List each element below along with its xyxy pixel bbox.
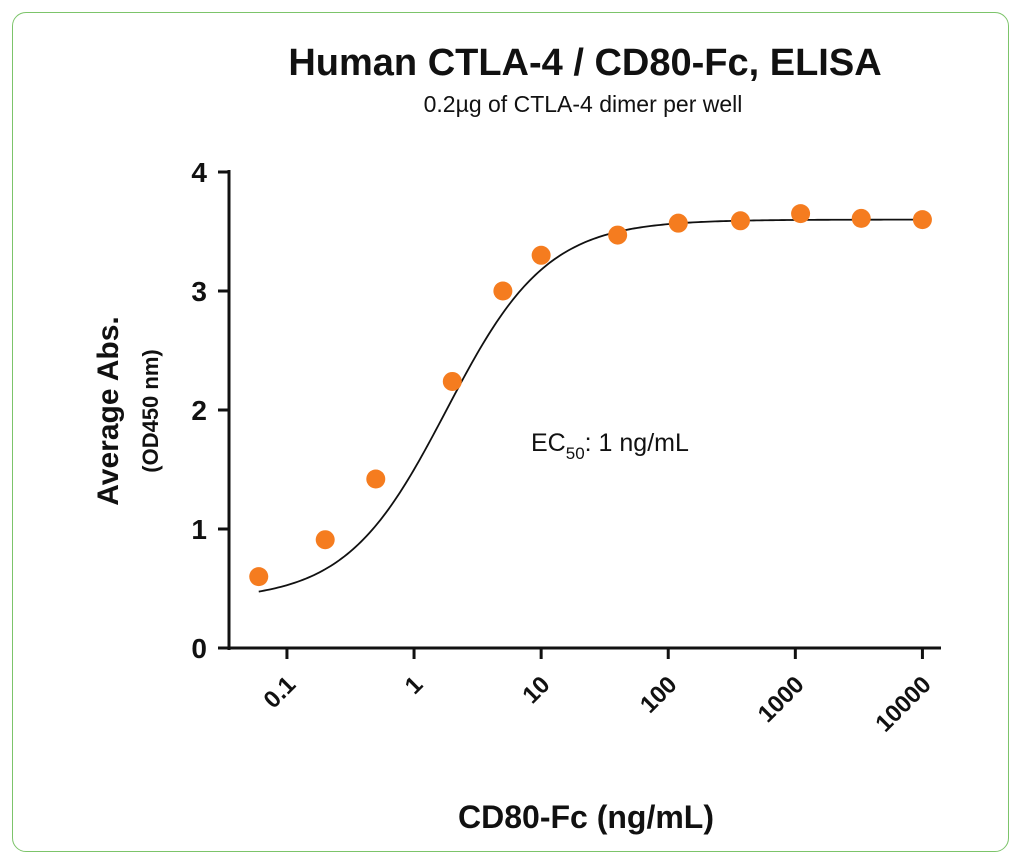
ec50-annotation-rest: : 1 ng/mL: [585, 429, 689, 457]
x-tick-label: 1: [400, 671, 429, 700]
y-tick-label: 0: [191, 633, 207, 664]
data-points: [249, 204, 932, 587]
data-point: [315, 530, 335, 550]
data-point: [668, 213, 688, 233]
ec50-annotation-sub: 50: [566, 444, 585, 463]
data-point: [730, 211, 750, 231]
x-tick-label: 0.1: [258, 671, 301, 714]
data-point: [531, 245, 551, 265]
data-point: [442, 371, 462, 391]
fit-curve: [258, 218, 923, 593]
x-tick-label: 100: [635, 671, 682, 718]
data-point: [851, 208, 871, 228]
chart-frame: [12, 12, 1009, 852]
chart-subtitle: 0.2µg of CTLA-4 dimer per well: [424, 91, 743, 117]
data-point: [608, 225, 628, 245]
data-point: [791, 204, 811, 224]
data-point: [912, 210, 932, 230]
y-axis-sublabel: (OD450 nm): [138, 349, 163, 472]
y-tick-label: 1: [191, 514, 207, 545]
data-point: [366, 469, 386, 489]
chart-title: Human CTLA-4 / CD80-Fc, ELISA: [288, 42, 881, 84]
ec50-annotation: EC50: 1 ng/mL: [531, 429, 689, 463]
x-tick-label: 1000: [753, 671, 810, 728]
y-tick-label: 3: [191, 276, 207, 307]
y-tick-label: 4: [191, 157, 207, 188]
x-tick-label: 10: [517, 671, 555, 709]
y-tick-label: 2: [191, 395, 207, 426]
x-tick-label: 10000: [870, 671, 936, 737]
x-axis-label: CD80-Fc (ng/mL): [458, 799, 714, 835]
ec50-annotation-main: EC: [531, 429, 566, 457]
y-axis-label: Average Abs.: [92, 316, 125, 506]
data-point: [249, 567, 269, 587]
data-point: [493, 281, 513, 301]
